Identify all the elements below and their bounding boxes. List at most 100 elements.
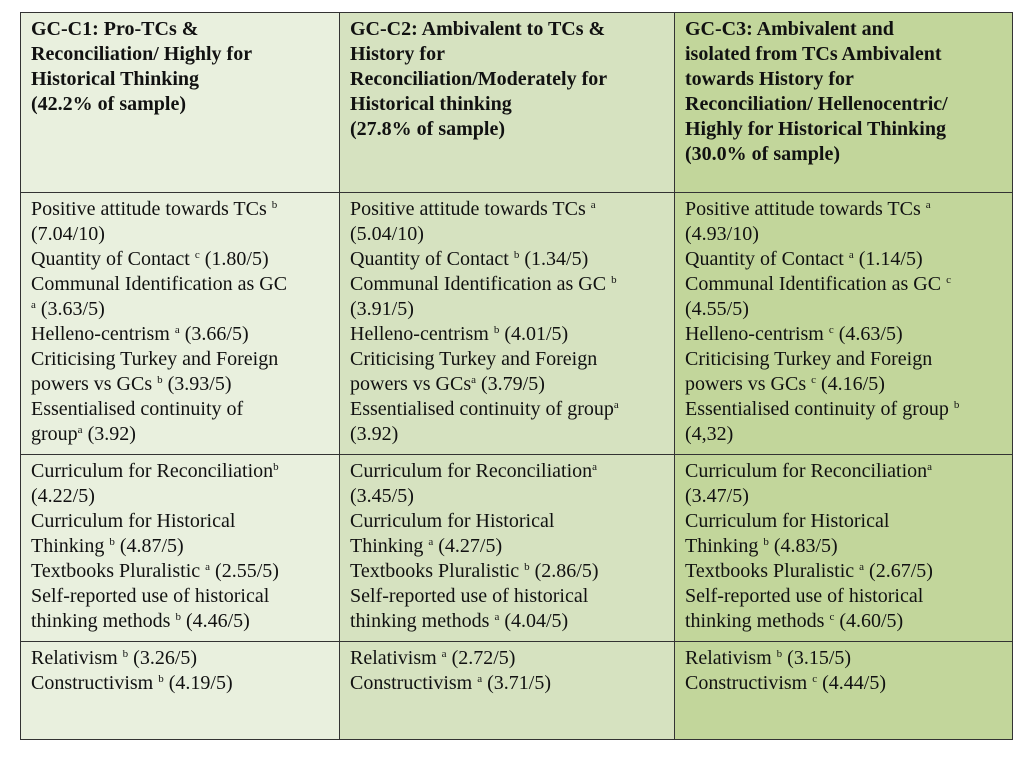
measure-line: Textbooks Pluralistic b (2.86/5): [350, 559, 664, 584]
measure-text: Self-reported use of historical: [685, 585, 924, 607]
measure-value: (4.01/5): [499, 323, 569, 345]
table-cell: Curriculum for Reconciliationa (3.47/5) Cu…: [674, 454, 1013, 642]
header-line: Historical Thinking: [31, 68, 200, 90]
significance-superscript: b: [271, 199, 278, 211]
measure-line: (5.04/10): [350, 222, 664, 247]
measure-line: Communal Identification as GC c: [685, 272, 1002, 297]
significance-superscript: a: [205, 561, 211, 573]
significance-superscript: b: [493, 324, 500, 336]
measure-text: Thinking: [350, 535, 429, 557]
measure-text: Essentialised continuity of group: [685, 398, 954, 420]
significance-superscript: a: [174, 324, 180, 336]
measure-line: (4.55/5): [685, 297, 1002, 322]
table-cell: Relativism a (2.72/5) Constructivism a (3…: [339, 641, 675, 740]
measure-line: powers vs GCs b (3.93/5): [31, 372, 329, 397]
measure-line: Curriculum for Historical: [31, 509, 329, 534]
significance-superscript: c: [811, 374, 817, 386]
header-line: (30.0% of sample): [685, 143, 840, 165]
measure-text: Relativism: [685, 647, 777, 669]
measure-text: Essentialised continuity of: [31, 398, 244, 420]
significance-superscript: c: [812, 673, 818, 685]
header-line: Highly for Historical Thinking: [685, 118, 946, 140]
measure-value: (3.66/5): [179, 323, 249, 345]
measure-text: Thinking: [685, 535, 764, 557]
header-line: GC-C2: Ambivalent to TCs &: [350, 18, 606, 40]
significance-superscript: a: [927, 461, 933, 473]
measure-line: powers vs GCsa (3.79/5): [350, 372, 664, 397]
measure-text: (7.04/10): [31, 223, 105, 245]
measure-line: groupa (3.92): [31, 422, 329, 447]
header-line: (27.8% of sample): [350, 118, 505, 140]
measure-line: Essentialised continuity of: [31, 397, 329, 422]
measure-line: Helleno-centrism c (4.63/5): [685, 322, 1002, 347]
significance-superscript: b: [513, 249, 520, 261]
significance-superscript: b: [611, 274, 617, 286]
table-row: Curriculum for Reconciliationb (4.22/5) Cu…: [20, 454, 1013, 642]
measure-value: (3.15/5): [782, 647, 852, 669]
measure-text: Curriculum for Historical: [350, 510, 555, 532]
table-cell: Positive attitude towards TCs b (7.04/10)…: [20, 192, 340, 455]
significance-superscript: b: [953, 399, 960, 411]
significance-superscript: a: [31, 299, 36, 311]
measure-value: (4.63/5): [833, 323, 903, 345]
measure-text: (4,32): [685, 423, 734, 445]
measure-line: Curriculum for Reconciliationa: [685, 459, 1002, 484]
measure-value: (2.72/5): [446, 647, 516, 669]
measure-text: (4.93/10): [685, 223, 759, 245]
measure-value: (3.26/5): [128, 647, 198, 669]
measure-value: (4.46/5): [180, 610, 250, 632]
measure-line: (7.04/10): [31, 222, 329, 247]
significance-superscript: c: [194, 249, 200, 261]
measure-value: (3.71/5): [482, 672, 552, 694]
header-line: GC-C1: Pro-TCs &: [31, 18, 199, 40]
measure-text: Constructivism: [685, 672, 813, 694]
measure-line: Curriculum for Reconciliationa: [350, 459, 664, 484]
table-cell: Relativism b (3.26/5) Constructivism b (4…: [20, 641, 340, 740]
measure-line: Criticising Turkey and Foreign: [31, 347, 329, 372]
significance-superscript: a: [613, 399, 619, 411]
measure-line: Curriculum for Historical: [350, 509, 664, 534]
significance-superscript: a: [477, 673, 483, 685]
cluster-header-2: GC-C2: Ambivalent to TCs & History for Rec…: [339, 12, 675, 193]
measure-text: (3.47/5): [685, 485, 749, 507]
measure-value: (1.34/5): [519, 248, 589, 270]
measure-text: Criticising Turkey and Foreign: [31, 348, 279, 370]
table-cell: Positive attitude towards TCs a (4.93/10)…: [674, 192, 1013, 455]
measure-line: thinking methods c (4.60/5): [685, 609, 1002, 634]
significance-superscript: b: [273, 461, 279, 473]
measure-text: Quantity of Contact: [350, 248, 514, 270]
measure-value: (3.79/5): [476, 373, 545, 395]
measure-value: (4.27/5): [433, 535, 503, 557]
measure-text: Self-reported use of historical: [31, 585, 270, 607]
significance-superscript: a: [441, 648, 447, 660]
measure-line: Thinking a (4.27/5): [350, 534, 664, 559]
measure-text: Helleno-centrism: [31, 323, 175, 345]
header-row: GC-C1: Pro-TCs & Reconciliation/ Highly f…: [20, 12, 1013, 193]
table-body: GC-C1: Pro-TCs & Reconciliation/ Highly f…: [20, 12, 1013, 740]
measure-line: Curriculum for Historical: [685, 509, 1002, 534]
measure-text: Curriculum for Reconciliation: [685, 460, 928, 482]
cluster-header-3: GC-C3: Ambivalent and isolated from TCs A…: [674, 12, 1013, 193]
measure-text: Criticising Turkey and Foreign: [685, 348, 933, 370]
header-line: History for: [350, 43, 445, 65]
measure-line: Self-reported use of historical: [31, 584, 329, 609]
significance-superscript: b: [158, 673, 164, 685]
cluster-header-1: GC-C1: Pro-TCs & Reconciliation/ Highly f…: [20, 12, 340, 193]
significance-superscript: b: [122, 648, 129, 660]
significance-superscript: a: [77, 424, 83, 436]
measure-value: (4.60/5): [834, 610, 904, 632]
measure-text: Self-reported use of historical: [350, 585, 589, 607]
header-line: Reconciliation/ Highly for: [31, 43, 253, 65]
measure-text: Relativism: [31, 647, 123, 669]
measure-text: (4.55/5): [685, 298, 749, 320]
significance-superscript: c: [829, 611, 835, 623]
measure-text: Curriculum for Reconciliation: [350, 460, 593, 482]
measure-line: Quantity of Contact b (1.34/5): [350, 247, 664, 272]
measure-line: (4.22/5): [31, 484, 329, 509]
measure-line: Helleno-centrism a (3.66/5): [31, 322, 329, 347]
measure-value: (2.67/5): [864, 560, 933, 582]
measure-text: Communal Identification as GC: [350, 273, 612, 295]
header-line: Reconciliation/ Hellenocentric/: [685, 93, 948, 115]
measure-text: Textbooks Pluralistic: [350, 560, 525, 582]
measure-line: Thinking b (4.83/5): [685, 534, 1002, 559]
